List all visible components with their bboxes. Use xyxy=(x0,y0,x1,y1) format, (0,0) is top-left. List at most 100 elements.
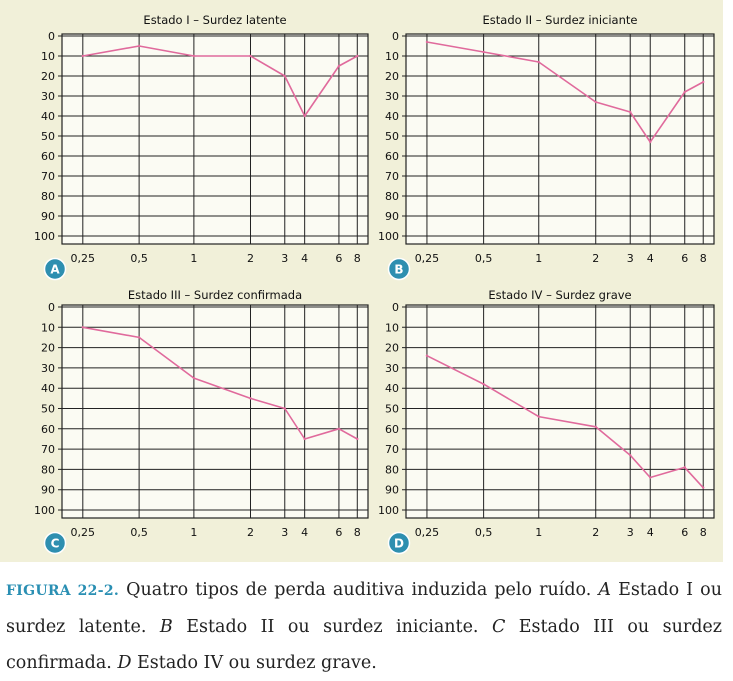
panel-badge-letter: B xyxy=(394,263,403,277)
y-tick-label: 20 xyxy=(385,342,399,355)
chart-title: Estado IV – Surdez grave xyxy=(488,288,631,302)
plot-frame xyxy=(405,304,715,519)
x-tick-label: 6 xyxy=(681,252,688,265)
y-tick-label: 70 xyxy=(385,170,399,183)
x-tick-label: 1 xyxy=(190,526,197,539)
figure-caption: FIGURA 22-2. Quatro tipos de perda audit… xyxy=(6,572,722,681)
data-point xyxy=(629,110,632,114)
data-point xyxy=(249,54,252,58)
data-point xyxy=(702,80,705,84)
audiogram-panel-a: 0 10 20 30 40 50 60 70 80 90 100 0,25 0,5 1 2 3 4 6 8 Estad… xyxy=(34,13,369,281)
panel-badge-letter: D xyxy=(394,537,404,551)
data-point xyxy=(303,437,306,441)
y-tick-label: 80 xyxy=(385,463,399,476)
y-tick-label: 30 xyxy=(41,90,55,103)
y-tick-label: 60 xyxy=(41,150,55,163)
y-tick-label: 50 xyxy=(385,130,399,143)
y-tick-label: 0 xyxy=(48,30,55,43)
x-tick-label: 0,25 xyxy=(71,526,96,539)
x-tick-label: 3 xyxy=(281,252,288,265)
caption-text: Estado I ou surdez latente. xyxy=(6,580,722,637)
y-tick-label: 0 xyxy=(48,301,55,314)
y-tick-label: 20 xyxy=(41,70,55,83)
y-tick-label: 10 xyxy=(385,50,399,63)
x-tick-label: 8 xyxy=(700,252,707,265)
data-point xyxy=(137,44,141,48)
y-tick-label: 40 xyxy=(41,382,55,395)
data-series-line xyxy=(426,41,704,143)
data-point xyxy=(702,486,705,489)
y-tick-label: 0 xyxy=(392,30,399,43)
x-tick-label: 2 xyxy=(592,252,599,265)
x-tick-label: 6 xyxy=(681,526,688,539)
y-tick-label: 90 xyxy=(41,210,55,223)
plot-frame xyxy=(61,304,369,519)
caption-text: Estado IV ou surdez grave. xyxy=(131,653,377,673)
data-point xyxy=(537,60,540,64)
data-point xyxy=(137,336,141,339)
x-tick-label: 0,25 xyxy=(415,526,440,539)
data-point xyxy=(683,466,686,469)
y-tick-label: 80 xyxy=(41,463,55,476)
x-tick-label: 4 xyxy=(647,526,654,539)
data-point xyxy=(192,54,196,58)
plot-area xyxy=(406,34,714,244)
caption-text: Estado II ou surdez iniciante. xyxy=(172,617,492,637)
x-tick-label: 3 xyxy=(281,526,288,539)
audiogram-panel-b: 0 10 20 30 40 50 60 70 80 90 100 0,25 0,5 1 2 3 4 6 8 Estad… xyxy=(378,13,715,281)
data-point xyxy=(482,50,485,54)
x-tick-label: 2 xyxy=(247,526,254,539)
x-tick-label: 2 xyxy=(247,252,254,265)
y-tick-label: 40 xyxy=(41,110,55,123)
x-tick-label: 3 xyxy=(627,252,634,265)
x-tick-label: 4 xyxy=(301,526,308,539)
y-tick-label: 40 xyxy=(385,110,399,123)
y-tick-label: 80 xyxy=(385,190,399,203)
data-point xyxy=(81,54,85,58)
data-point xyxy=(683,90,686,94)
caption-letter-d: D xyxy=(117,653,132,673)
data-point xyxy=(283,407,286,410)
data-point xyxy=(425,354,429,357)
y-tick-label: 30 xyxy=(385,90,399,103)
data-point xyxy=(425,40,429,44)
x-tick-label: 0,5 xyxy=(130,252,148,265)
x-tick-label: 0,5 xyxy=(130,526,148,539)
x-tick-label: 3 xyxy=(627,526,634,539)
x-tick-label: 6 xyxy=(335,252,342,265)
data-series-line xyxy=(82,45,358,117)
panel-badge xyxy=(43,257,67,281)
data-point xyxy=(629,453,632,457)
data-point xyxy=(81,326,85,329)
y-tick-label: 90 xyxy=(385,484,399,497)
y-tick-label: 50 xyxy=(41,130,55,143)
panel-badge xyxy=(387,257,411,281)
caption-text: Quatro tipos de perda auditiva induzida … xyxy=(119,580,599,600)
x-tick-label: 1 xyxy=(535,526,542,539)
audiogram-panel-d: 0 10 20 30 40 50 60 70 80 90 100 0,25 0,5 1 2 3 4 6 8 Estad… xyxy=(378,288,715,555)
y-tick-label: 50 xyxy=(385,403,399,416)
x-tick-label: 2 xyxy=(592,526,599,539)
x-tick-label: 8 xyxy=(354,252,361,265)
y-tick-label: 100 xyxy=(378,504,399,517)
y-tick-label: 20 xyxy=(385,70,399,83)
y-tick-label: 30 xyxy=(385,362,399,375)
x-tick-label: 4 xyxy=(647,252,654,265)
caption-letter-a: A xyxy=(598,580,612,600)
caption-letter-c: C xyxy=(491,617,506,637)
chart-title: Estado III – Surdez confirmada xyxy=(128,288,302,302)
plot-frame xyxy=(405,33,715,245)
plot-area xyxy=(62,34,368,244)
x-tick-label: 6 xyxy=(335,526,342,539)
chart-title: Estado II – Surdez iniciante xyxy=(483,13,638,27)
x-tick-label: 8 xyxy=(354,526,361,539)
data-point xyxy=(303,114,306,118)
y-tick-label: 50 xyxy=(41,403,55,416)
x-tick-label: 1 xyxy=(190,252,197,265)
data-point xyxy=(537,415,540,418)
y-tick-label: 60 xyxy=(41,423,55,436)
data-point xyxy=(594,100,597,104)
caption-letter-b: B xyxy=(159,617,173,637)
data-point xyxy=(482,382,485,386)
panel-badge xyxy=(387,531,411,555)
